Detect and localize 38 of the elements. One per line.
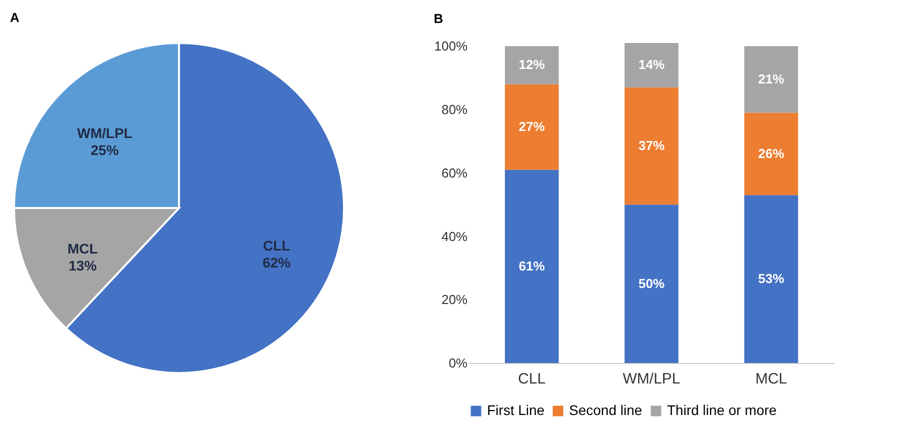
bar — [744, 46, 798, 113]
bar — [504, 170, 559, 363]
y-tick-label: 20% — [441, 292, 468, 308]
data-label: 27% — [518, 118, 546, 134]
bar — [624, 204, 678, 363]
data-label: 25% — [90, 142, 120, 158]
bar — [744, 112, 798, 196]
slice-label: MCL — [67, 240, 98, 257]
x-tick-label: WM/LPL — [622, 370, 680, 388]
y-tick-label: 0% — [448, 356, 468, 370]
data-label: 50% — [638, 276, 665, 291]
x-tick-label: CLL — [518, 370, 546, 388]
slice-label: CLL — [263, 238, 291, 254]
slice-label: WM/LPL — [77, 124, 133, 141]
bar — [624, 43, 678, 88]
y-tick-label: 100% — [434, 38, 468, 54]
bar — [504, 84, 559, 170]
data-label: 14% — [638, 57, 665, 72]
y-tick-label: 60% — [441, 165, 468, 180]
data-label: 12% — [518, 57, 546, 72]
chart-title: B — [434, 11, 444, 26]
data-label: 61% — [518, 258, 546, 274]
data-label: 37% — [638, 138, 665, 153]
data-label: 26% — [758, 146, 785, 161]
legend-label: First Line — [487, 402, 545, 418]
bar — [504, 46, 559, 84]
data-label: 13% — [68, 258, 98, 274]
bar — [624, 87, 678, 205]
legend-label: Third line or more — [667, 402, 777, 418]
y-tick-label: 80% — [441, 102, 468, 118]
bar — [744, 195, 798, 363]
data-label: 62% — [262, 254, 292, 271]
data-label: 53% — [758, 271, 785, 286]
chart-title: A — [10, 10, 20, 25]
x-tick-label: MCL — [755, 370, 788, 388]
legend-label: Second line — [569, 402, 642, 418]
data-label: 21% — [758, 71, 785, 86]
y-tick-label: 40% — [441, 228, 468, 244]
